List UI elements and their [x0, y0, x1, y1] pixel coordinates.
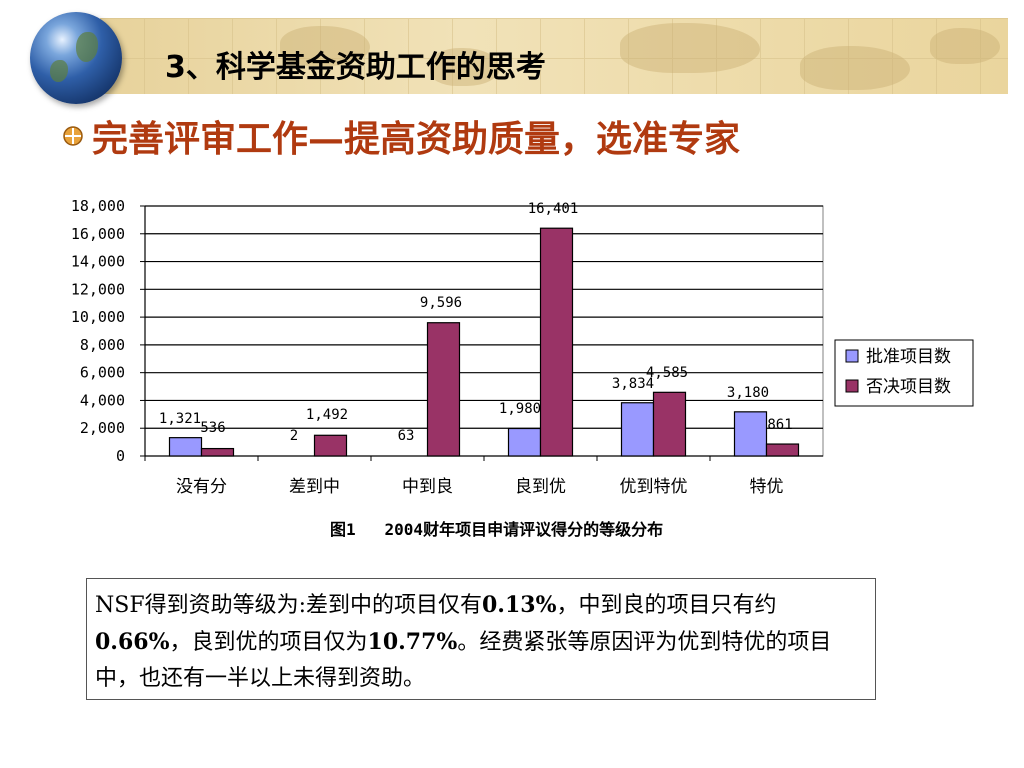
legend-swatch: [845, 379, 859, 393]
y-tick-label: 4,000: [80, 391, 125, 409]
note-text: 。经费紧张等原因评为优到特优的项目中，也还有一半以上未得到资助。: [95, 630, 832, 691]
data-label-approved: 3,180: [727, 385, 769, 401]
note-percentage: 0.13%: [482, 592, 557, 618]
data-label-approved: 1,321: [159, 411, 201, 427]
y-tick-label: 18,000: [71, 197, 125, 215]
y-tick-label: 16,000: [71, 225, 125, 243]
x-tick-label: 差到中: [289, 477, 340, 497]
legend-label: 批准项目数: [866, 347, 951, 367]
page-title: 3、科学基金资助工作的思考: [165, 50, 546, 85]
plot-area: [144, 205, 824, 457]
y-tick-label: 8,000: [80, 336, 125, 354]
summary-note: NSF得到资助等级为:差到中的项目仅有0.13%，中到良的项目只有约 0.66%，…: [86, 578, 876, 700]
x-tick-label: 特优: [750, 477, 784, 497]
y-tick-label: 10,000: [71, 308, 125, 326]
note-text: ，良到优的项目仅为: [169, 630, 368, 655]
data-label-approved: 2: [290, 428, 298, 444]
data-label-rejected: 536: [200, 420, 225, 436]
y-tick-label: 6,000: [80, 364, 125, 382]
note-text: NSF得到资助等级为:差到中的项目仅有: [95, 593, 482, 618]
data-label-rejected: 9,596: [420, 295, 462, 311]
header-banner: [100, 18, 1008, 94]
bullet-icon: [63, 126, 83, 146]
page-subtitle: 完善评审工作—提高资助质量，选准专家: [62, 110, 740, 162]
bar-rejected: [539, 227, 574, 457]
note-percentage: 10.77%: [367, 629, 458, 655]
data-label-rejected: 1,492: [306, 407, 348, 423]
data-label-approved: 63: [398, 428, 415, 444]
bar-rejected: [426, 322, 461, 457]
bar-approved: [620, 402, 655, 457]
data-label-rejected: 4,585: [646, 365, 688, 381]
bar-approved: [733, 411, 768, 457]
note-percentage: 0.66%: [95, 629, 170, 655]
bar-rejected: [652, 391, 687, 457]
bar-rejected: [765, 443, 800, 457]
x-tick-label: 优到特优: [620, 477, 688, 497]
subtitle-text: 完善评审工作—提高资助质量，选准专家: [92, 118, 741, 160]
y-tick-label: 2,000: [80, 419, 125, 437]
x-tick-label: 没有分: [176, 477, 227, 497]
data-label-rejected: 861: [767, 417, 792, 433]
globe-icon: [30, 12, 122, 104]
x-tick-label: 中到良: [402, 477, 453, 497]
x-tick-label: 良到优: [515, 477, 566, 497]
bar-rejected: [313, 434, 348, 457]
data-label-rejected: 16,401: [528, 201, 579, 217]
bar-chart: 0 2,000 4,000 6,000 8,000 10,000 12,000 14,000 1…: [71, 197, 974, 497]
bar-approved: [168, 437, 203, 457]
bar-rejected: [200, 447, 235, 457]
data-label-approved: 1,980: [499, 401, 541, 417]
y-tick-label: 14,000: [71, 253, 125, 271]
legend-label: 否决项目数: [866, 377, 951, 397]
chart-caption: 图1 2004财年项目申请评议得分的等级分布: [330, 520, 664, 539]
y-tick-label: 12,000: [71, 280, 125, 298]
data-label-approved: 3,834: [612, 376, 654, 392]
note-text: ，中到良的项目只有约: [556, 593, 777, 618]
legend-swatch: [845, 349, 859, 363]
y-tick-label: 0: [116, 447, 125, 465]
bar-approved: [507, 427, 542, 457]
